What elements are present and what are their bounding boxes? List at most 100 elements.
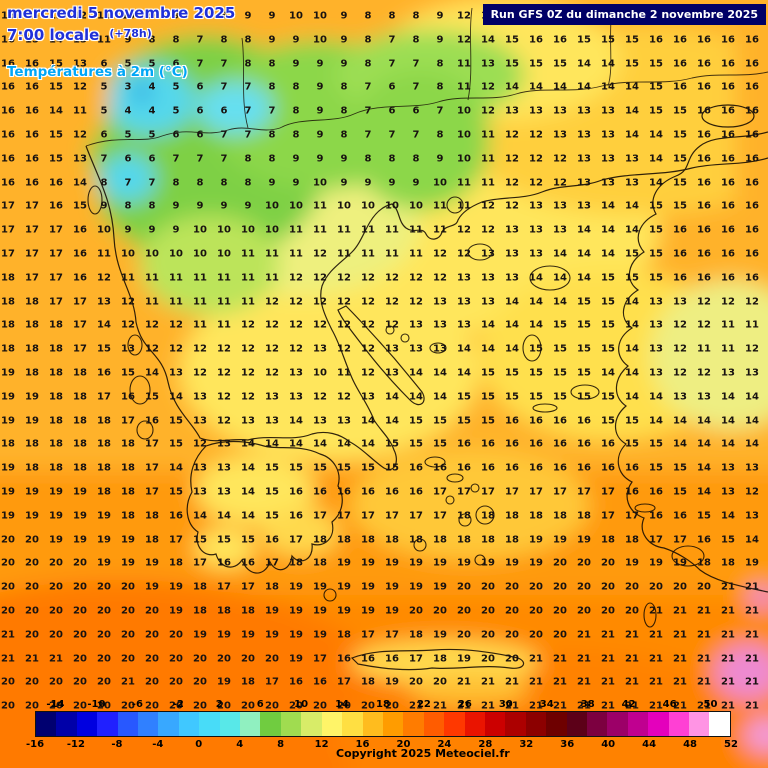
temp-value: 21 [409,700,423,712]
temp-value: 7 [220,58,228,70]
temp-value: 8 [244,34,252,46]
temp-value: 21 [649,653,663,665]
temp-value: 17 [361,629,375,641]
temp-value: 19 [97,534,111,546]
temp-value: 15 [553,58,567,70]
temp-value: 18 [121,510,135,522]
temp-value: 20 [97,581,111,593]
temp-value: 18 [49,367,63,379]
temp-value: 14 [745,534,759,546]
temp-value: 14 [625,391,639,403]
temp-value: 16 [745,105,759,117]
temp-value: 11 [721,319,735,331]
temp-value: 11 [433,200,447,212]
temp-value: 21 [721,653,735,665]
temp-value: 14 [361,415,375,427]
temp-value: 17 [73,343,87,355]
temp-value: 7 [388,129,396,141]
temp-value: 17 [601,510,615,522]
temp-value: 18 [1,319,15,331]
temp-value: 15 [649,105,663,117]
temp-value: 20 [409,676,423,688]
temp-value: 16 [721,105,735,117]
temp-value: 13 [649,296,663,308]
temp-value: 12 [313,319,327,331]
temp-value: 20 [577,605,591,617]
temp-value: 5 [100,81,108,93]
temp-value: 20 [1,581,15,593]
temp-value: 11 [433,224,447,236]
temp-value: 7 [220,81,228,93]
temp-value: 16 [529,462,543,474]
temp-value: 20 [241,653,255,665]
temp-value: 12 [385,319,399,331]
temp-value: 21 [745,605,759,617]
temp-value: 9 [316,129,324,141]
temp-value: 20 [457,605,471,617]
temp-value: 13 [745,510,759,522]
temp-value: 20 [433,676,447,688]
temp-value: 20 [505,629,519,641]
temp-value: 11 [121,272,135,284]
temp-value: 16 [49,200,63,212]
temp-value: 8 [388,10,396,22]
temp-value: 19 [289,605,303,617]
temp-value: 13 [289,367,303,379]
temp-value: 13 [697,391,711,403]
temp-value: 18 [1,438,15,450]
temp-value: 15 [625,58,639,70]
temp-value: 7 [268,105,276,117]
temp-value: 17 [49,224,63,236]
temp-value: 7 [436,105,444,117]
temp-value: 14 [409,391,423,403]
temp-value: 20 [553,629,567,641]
temp-value: 16 [745,153,759,165]
temp-value: 13 [73,34,87,46]
temp-value: 19 [433,581,447,593]
temp-value: 11 [337,224,351,236]
temp-value: 14 [601,224,615,236]
temp-value: 18 [481,534,495,546]
temp-value: 20 [505,653,519,665]
scale-cell [362,712,383,736]
temp-value: 15 [505,367,519,379]
temp-value: 18 [481,510,495,522]
temp-value: 19 [289,629,303,641]
scale-label: 30 [498,699,513,710]
temp-value: 16 [577,438,591,450]
temp-value: 20 [73,700,87,712]
temp-value: 15 [433,438,447,450]
temp-value: 16 [673,58,687,70]
temp-value: 8 [436,58,444,70]
temp-value: 11 [697,343,711,355]
scale-label: 44 [642,739,657,750]
temp-value: 14 [721,510,735,522]
temp-value: 21 [721,676,735,688]
temp-value: 16 [673,34,687,46]
temp-value: 16 [697,177,711,189]
temp-value: 8 [220,10,228,22]
temp-value: 13 [409,319,423,331]
temp-value: 13 [457,296,471,308]
temp-value: 8 [364,153,372,165]
temp-value: 9 [340,177,348,189]
temp-value: 7 [172,153,180,165]
temp-value: 21 [121,676,135,688]
temp-value: 12 [121,296,135,308]
temp-value: 21 [745,653,759,665]
temp-value: 18 [313,534,327,546]
temp-value: 16 [697,153,711,165]
temp-value: 17 [1,248,15,260]
temp-value: 12 [73,10,87,22]
temp-value: 16 [409,462,423,474]
temp-value: 13 [433,319,447,331]
temp-value: 8 [412,10,420,22]
temp-value: 15 [625,248,639,260]
temp-value: 12 [217,343,231,355]
temp-value: 20 [121,700,135,712]
temp-value: 16 [673,224,687,236]
temp-value: 18 [409,629,423,641]
temp-value: 13 [169,367,183,379]
temp-value: 17 [289,534,303,546]
temp-value: 17 [1,200,15,212]
